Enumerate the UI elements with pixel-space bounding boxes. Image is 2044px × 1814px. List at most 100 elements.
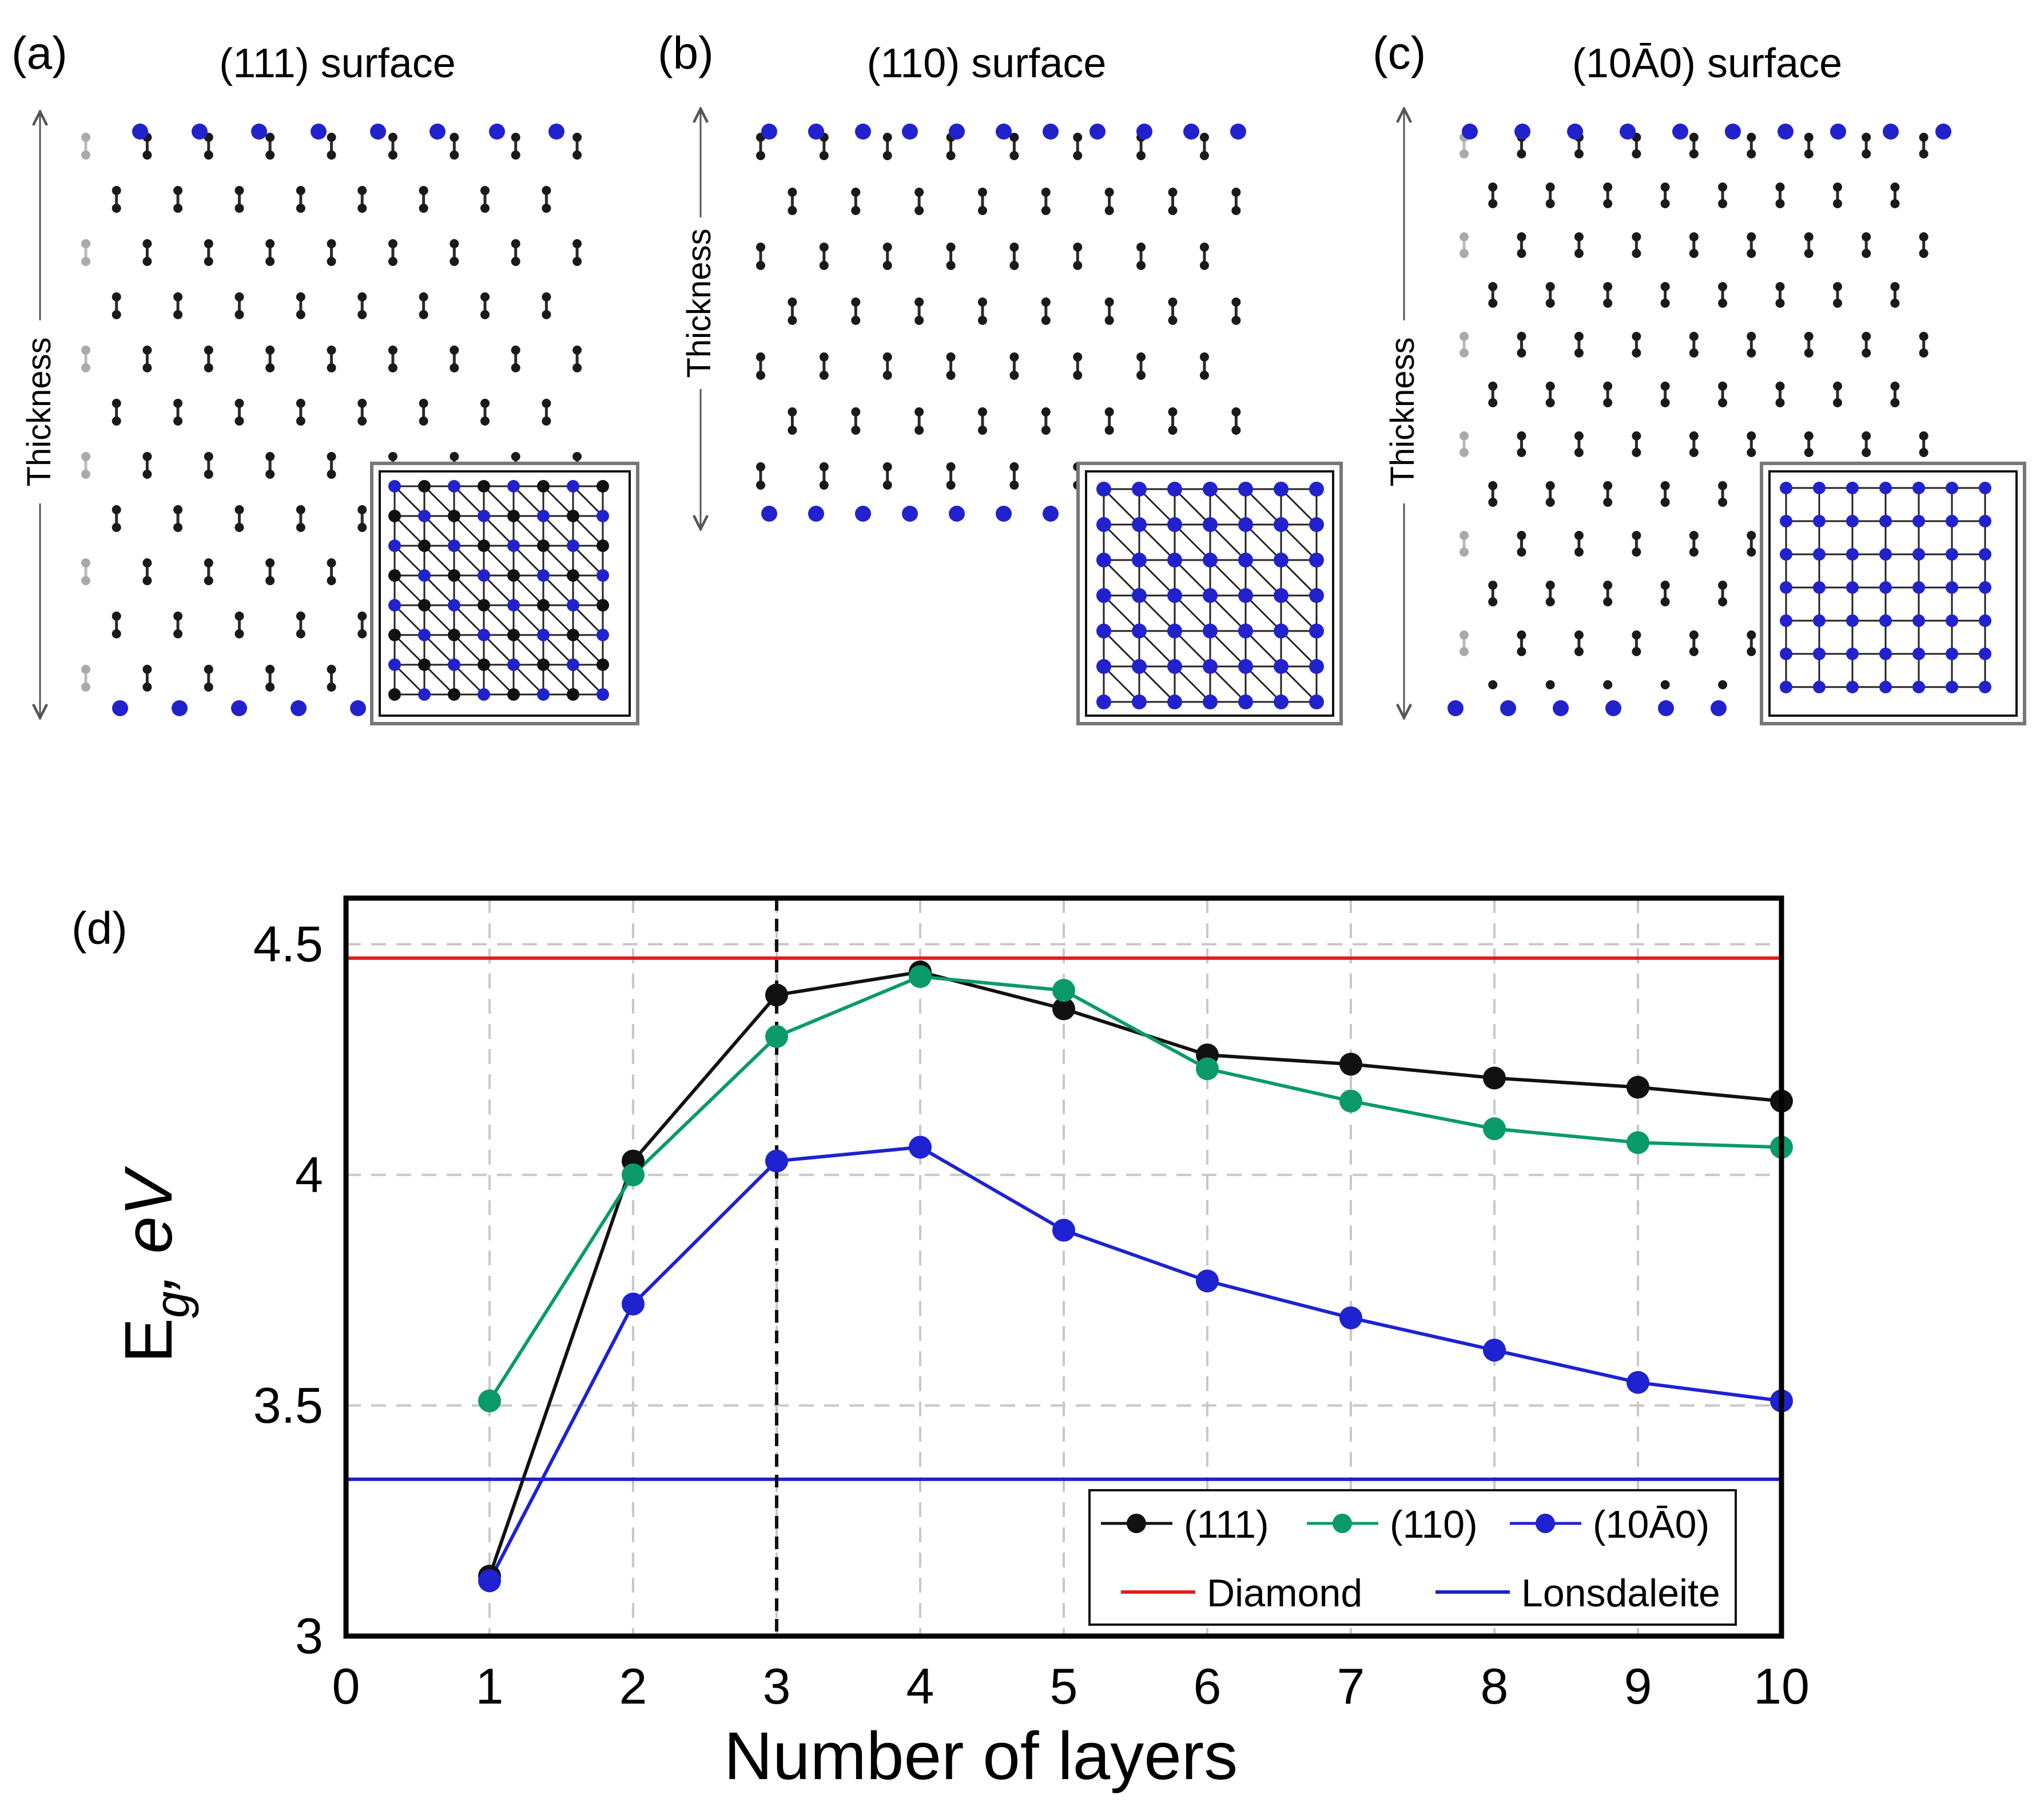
inset-atom (1274, 482, 1289, 497)
legend-box (1088, 1489, 1737, 1626)
lattice-atom (1460, 149, 1469, 158)
inset-bond (393, 545, 425, 577)
lattice-atom (1689, 332, 1699, 341)
inset-bond (1280, 630, 1318, 668)
lattice-atom (756, 243, 765, 252)
legend-marker-1010 (1536, 1514, 1555, 1533)
lattice-atom (788, 206, 797, 215)
lattice-atom (1460, 232, 1469, 241)
lattice-atom (450, 363, 459, 372)
lattice-atom (1574, 232, 1584, 241)
lattice-atom (357, 186, 367, 195)
inset-atom (597, 688, 609, 701)
inset-atom (1309, 624, 1324, 638)
lattice-atom (882, 243, 892, 252)
inset-atom (507, 658, 520, 671)
surface-atom (1183, 124, 1199, 140)
lattice-atom (450, 346, 459, 355)
lattice-atom (1168, 426, 1178, 435)
x-tick-label: 7 (1337, 1658, 1365, 1714)
inset-atom (388, 599, 401, 612)
lattice-atom (1488, 581, 1498, 590)
inset-bond (1244, 594, 1282, 632)
inset-atom (1203, 694, 1218, 709)
surface-atom (949, 506, 965, 522)
inset-atom (537, 599, 550, 612)
lattice-atom (419, 416, 428, 426)
inset-bond (1103, 559, 1140, 597)
data-point-series-1 (909, 965, 932, 989)
lattice-atom (1718, 282, 1728, 291)
surface-atom (430, 124, 446, 140)
y-axis-label: Eg, eV (111, 1166, 199, 1363)
inset-bond (483, 574, 515, 606)
lattice-atom (1460, 249, 1469, 258)
inset-atom (1912, 614, 1925, 627)
reference-lines (346, 956, 1781, 1481)
inset-atom (388, 480, 401, 493)
inset-atom (597, 480, 609, 493)
lattice-atom (81, 558, 90, 567)
lattice-atom (1890, 398, 1900, 407)
inset-bond (572, 634, 604, 666)
surface-atom (1725, 124, 1741, 140)
inset-bond (1209, 559, 1247, 597)
inset-bond (423, 574, 455, 606)
lattice-atom (1603, 199, 1613, 208)
lattice-atom (1689, 431, 1699, 440)
x-tick-label: 1 (476, 1658, 504, 1714)
lattice-atom (1488, 481, 1498, 490)
inset-atom (597, 539, 609, 552)
lattice-atom (1104, 426, 1114, 435)
inset-atom (1309, 588, 1324, 603)
lattice-atom (1747, 431, 1756, 440)
lattice-atom (450, 452, 459, 461)
lattice-atom (81, 346, 90, 355)
lattice-atom (542, 204, 551, 213)
lattice-atom (788, 188, 797, 197)
inset-atom (1879, 548, 1892, 561)
inset-bond (512, 604, 544, 636)
inset-atom (1946, 681, 1958, 693)
inset-bond (1174, 488, 1211, 526)
lattice-atom (1460, 630, 1469, 640)
lattice-atom (756, 462, 765, 471)
lattice-atom (1460, 647, 1469, 656)
lattice-atom (234, 292, 244, 301)
inset-atom (567, 539, 579, 552)
lattice-atom (173, 505, 183, 514)
data-point-series-2 (622, 1292, 645, 1316)
lattice-atom (819, 261, 829, 270)
x-tick-label: 10 (1753, 1658, 1810, 1714)
lattice-atom (1517, 332, 1526, 341)
lattice-atom (419, 292, 428, 301)
lattice-atom (142, 470, 152, 479)
lattice-atom (1104, 188, 1114, 197)
surface-atom (902, 506, 918, 522)
inset-atom (1979, 482, 1991, 494)
inset-atom (537, 688, 550, 701)
lattice-atom (756, 261, 765, 270)
y-axis-label-rest: , eV (111, 1166, 186, 1291)
lattice-atom (388, 363, 397, 372)
legend: (111) (110) (10Ā0) Diamond Lonsdaleite (1088, 1489, 1737, 1626)
surface-atom (1605, 700, 1621, 716)
lattice-atom (1718, 581, 1728, 590)
lattice-atom (1862, 133, 1871, 142)
lattice-atom (450, 133, 459, 142)
lattice-atom (1574, 531, 1584, 540)
inset-bond (1138, 559, 1176, 597)
chart-series (478, 960, 1793, 1593)
data-point-series-1 (765, 1025, 788, 1048)
lattice-atom (1009, 481, 1019, 490)
lattice-atom (142, 558, 152, 567)
inset-atom (1096, 624, 1111, 638)
inset-atom (388, 688, 401, 701)
inset-bond (453, 664, 485, 696)
inset-atom (1813, 581, 1826, 594)
lattice-atom (81, 363, 90, 372)
inset-atom (448, 569, 460, 582)
lattice-atom (1041, 188, 1051, 197)
lattice-atom (1574, 332, 1584, 341)
inset-atom (1979, 614, 1991, 627)
